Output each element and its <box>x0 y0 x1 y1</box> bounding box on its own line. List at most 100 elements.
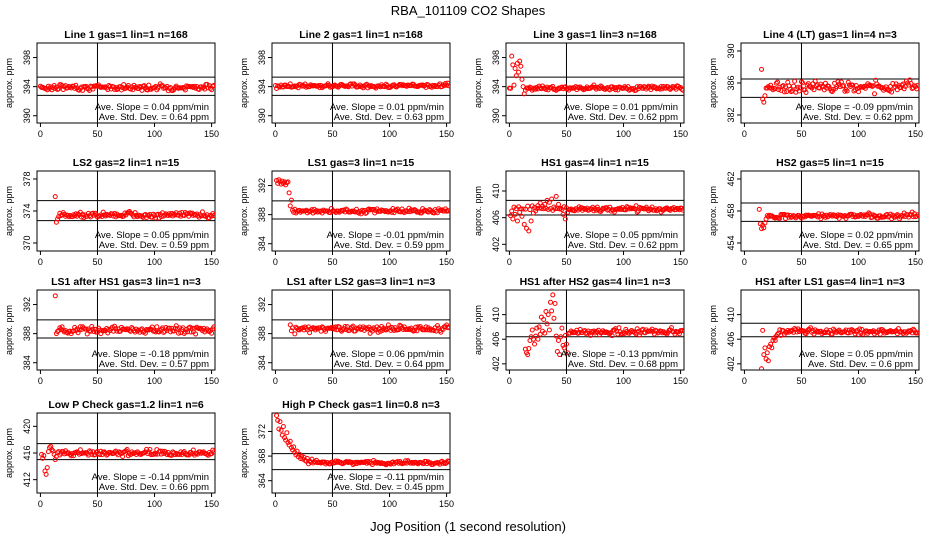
data-point <box>586 207 592 213</box>
plot-frame <box>740 289 920 371</box>
data-point <box>792 78 798 84</box>
figure-title: RBA_101109 CO2 Shapes <box>391 3 546 18</box>
y-axis: 454 458 462 <box>726 171 741 251</box>
data-point <box>101 212 107 218</box>
data-point <box>522 206 528 212</box>
data-point <box>185 211 191 217</box>
data-point <box>915 212 919 218</box>
data-point <box>510 216 516 222</box>
panel-title: Line 3 gas=1 lin=3 n=168 <box>533 29 657 41</box>
data-point <box>634 326 640 332</box>
x-axis: 0 50 100 150 <box>742 251 923 267</box>
data-point <box>792 326 798 332</box>
y-tick-label: 368 <box>257 449 267 464</box>
x-tick-label: 150 <box>439 129 454 139</box>
data-point <box>278 181 284 187</box>
data-point <box>609 333 615 339</box>
data-point <box>541 317 547 323</box>
data-point <box>837 329 843 335</box>
slope-label: Ave. Slope = 0.02 ppm/min <box>799 230 913 241</box>
data-point <box>145 87 151 93</box>
x-tick-label: 150 <box>673 129 688 139</box>
data-point <box>124 447 130 453</box>
std-dev-label: Ave. Std. Dev. = 0.62 ppm <box>568 240 678 251</box>
x-tick-label: 150 <box>908 129 923 139</box>
data-point <box>446 459 450 465</box>
panel-title: HS1 after HS2 gas=4 lin=1 n=3 <box>520 276 671 288</box>
data-point <box>851 88 857 94</box>
y-tick-label: 406 <box>726 332 736 347</box>
plot-frame <box>271 412 451 494</box>
y-axis: 384 388 392 <box>22 297 37 370</box>
slope-label: Ave. Slope = 0.05 ppm/min <box>799 349 913 360</box>
data-point <box>287 438 293 444</box>
y-axis-label: approx. ppm <box>708 305 718 355</box>
data-point <box>436 325 442 331</box>
y-tick-label: 384 <box>257 236 267 251</box>
data-point <box>172 452 178 458</box>
slope-label: Ave. Slope = 0.05 ppm/min <box>95 230 209 241</box>
data-point <box>350 323 356 329</box>
data-point <box>772 337 778 343</box>
data-point <box>850 82 856 88</box>
x-tick-label: 50 <box>561 129 571 139</box>
data-point <box>287 203 293 209</box>
y-axis: 402 406 410 <box>491 307 506 371</box>
slope-label: Ave. Slope = 0.05 ppm/min <box>564 230 678 241</box>
x-axis: 0 50 100 150 <box>273 251 454 267</box>
data-point <box>182 329 188 335</box>
data-point <box>761 99 767 105</box>
data-point <box>425 459 431 465</box>
y-tick-label: 398 <box>491 50 501 65</box>
data-point <box>646 83 652 89</box>
data-point <box>762 345 768 351</box>
data-point <box>40 455 46 461</box>
data-point <box>619 331 625 337</box>
y-tick-label: 406 <box>491 210 501 225</box>
data-point <box>899 329 905 335</box>
data-point <box>154 324 160 330</box>
y-axis: 390 394 398 <box>22 50 37 123</box>
data-point <box>546 327 552 333</box>
data-point <box>526 345 532 351</box>
x-tick-label: 50 <box>561 257 571 267</box>
data-point <box>760 327 766 333</box>
data-point <box>420 82 426 88</box>
x-tick-label: 0 <box>38 129 43 139</box>
panel-title: LS1 gas=3 lin=1 n=15 <box>308 157 415 169</box>
data-point <box>209 330 215 336</box>
y-tick-label: 364 <box>257 473 267 488</box>
data-point <box>512 211 518 217</box>
data-point <box>367 84 373 90</box>
data-point <box>853 83 859 89</box>
data-point <box>552 206 558 212</box>
x-tick-label: 50 <box>92 499 102 509</box>
slope-label: Ave. Slope = -0.09 ppm/min <box>796 102 913 113</box>
data-point <box>544 321 550 327</box>
data-point <box>555 201 561 207</box>
data-point <box>632 206 638 212</box>
data-point <box>829 213 835 219</box>
x-tick-label: 0 <box>273 499 278 509</box>
panel-6: LS1 gas=3 lin=1 n=15 0 50 100 150 384 388 392 ap… <box>239 157 454 267</box>
x-axis: 0 50 100 150 <box>507 370 688 386</box>
data-point <box>209 213 215 219</box>
std-dev-label: Ave. Std. Dev. = 0.59 ppm <box>334 240 444 251</box>
x-axis: 0 50 100 150 <box>38 251 219 267</box>
x-axis: 0 50 100 150 <box>273 370 454 386</box>
data-point <box>765 358 771 364</box>
data-point <box>866 210 872 216</box>
data-point <box>915 330 919 336</box>
x-tick-label: 50 <box>796 129 806 139</box>
data-point <box>910 326 916 332</box>
data-point <box>75 330 81 336</box>
x-tick-label: 150 <box>204 499 219 509</box>
data-point <box>536 324 542 330</box>
data-point <box>511 82 517 88</box>
data-point <box>516 69 522 75</box>
data-point <box>822 330 828 336</box>
data-point <box>680 87 684 93</box>
data-point <box>43 471 49 477</box>
data-point <box>288 197 294 203</box>
std-dev-label: Ave. Std. Dev. = 0.6 ppm <box>808 359 913 370</box>
